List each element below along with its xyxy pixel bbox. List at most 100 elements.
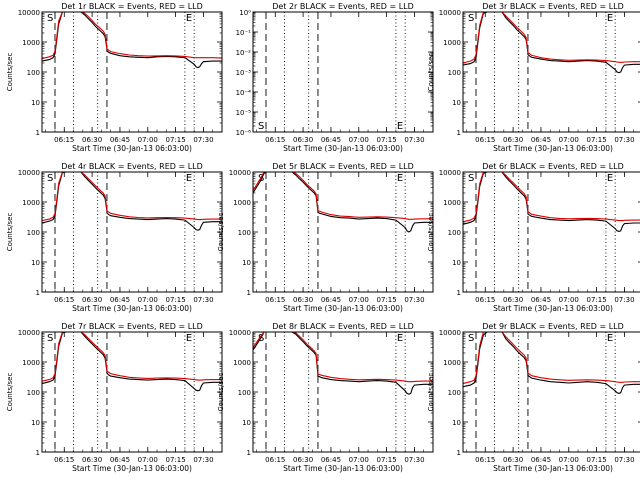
- plot-frame: [41, 331, 223, 453]
- x-tick-label: 07:15: [166, 296, 186, 304]
- y-tick-label: 1000: [22, 359, 40, 367]
- y-tick-label: 1: [247, 449, 251, 457]
- y-tick-label: 100: [448, 389, 461, 397]
- y-axis-label: Counts/sec: [6, 213, 14, 252]
- y-tick-label: 10⁻⁴: [236, 89, 252, 97]
- time-marker-label: E: [607, 333, 613, 344]
- y-tick-label: 10: [31, 259, 40, 267]
- time-marker-label: E: [607, 13, 613, 24]
- panel-title: Det 1r BLACK = Events, RED = LLD: [61, 2, 203, 11]
- plot-frame: [462, 171, 640, 293]
- x-tick-label: 06:45: [321, 296, 341, 304]
- x-tick-label: 07:15: [166, 456, 186, 464]
- det-4r-panel: Det 4r BLACK = Events, RED = LLD 1 10 100 10…: [6, 162, 223, 313]
- x-tick-label: 06:45: [531, 456, 551, 464]
- panel-title: Det 3r BLACK = Events, RED = LLD: [482, 2, 624, 11]
- det-3r-panel: Det 3r BLACK = Events, RED = LLD 1 10 100 10…: [427, 2, 640, 153]
- plot-frame: [252, 331, 434, 453]
- time-marker-label: S: [468, 173, 474, 184]
- x-tick-label: 06:15: [265, 296, 285, 304]
- panel-title: Det 2r BLACK = Events, RED = LLD: [272, 2, 414, 11]
- y-tick-label: 1000: [443, 359, 461, 367]
- x-tick-label: 06:30: [293, 136, 313, 144]
- y-tick-label: 10000: [18, 169, 40, 177]
- x-tick-label: 06:15: [54, 456, 74, 464]
- panel-title: Det 6r BLACK = Events, RED = LLD: [482, 162, 624, 171]
- y-tick-label: 10: [452, 99, 461, 107]
- y-tick-label: 10: [242, 419, 251, 427]
- det-2r-panel: Det 2r BLACK = Events, RED = LLD 10⁻⁶ 10⁻⁵…: [236, 2, 434, 153]
- x-tick-label: 06:30: [82, 136, 102, 144]
- x-tick-label: 06:30: [82, 456, 102, 464]
- x-tick-label: 06:30: [293, 456, 313, 464]
- x-tick-label: 07:00: [138, 456, 158, 464]
- x-axis-label: Start Time (30-Jan-13 06:03:00): [493, 464, 613, 473]
- y-tick-label: 1000: [22, 199, 40, 207]
- x-tick-label: 06:15: [54, 296, 74, 304]
- y-axis-label: Counts/sec: [6, 373, 14, 412]
- det-1r-panel: Det 1r BLACK = Events, RED = LLD 1 10 100 10…: [6, 2, 223, 153]
- x-tick-label: 07:30: [193, 296, 213, 304]
- series-lld-line: [463, 12, 640, 64]
- y-tick-label: 1: [457, 129, 461, 137]
- y-tick-label: 1000: [233, 199, 251, 207]
- x-tick-label: 07:15: [166, 136, 186, 144]
- y-tick-label: 10000: [439, 329, 461, 337]
- x-axis-label: Start Time (30-Jan-13 06:03:00): [283, 304, 403, 313]
- det-8r-panel: Det 8r BLACK = Events, RED = LLD 1 10 100 10…: [217, 322, 434, 473]
- y-tick-label: 10: [242, 259, 251, 267]
- x-tick-label: 06:30: [82, 296, 102, 304]
- x-tick-label: 07:15: [587, 456, 607, 464]
- y-axis-label: Counts/sec: [427, 213, 435, 252]
- y-tick-label: 10: [452, 259, 461, 267]
- y-tick-label: 100: [27, 389, 40, 397]
- time-marker-label: S: [258, 121, 264, 132]
- y-tick-label: 1000: [22, 39, 40, 47]
- y-tick-label: 1: [457, 289, 461, 297]
- x-tick-label: 07:30: [404, 136, 424, 144]
- time-marker-label: S: [47, 13, 53, 24]
- y-tick-label: 10000: [439, 169, 461, 177]
- x-tick-label: 07:00: [349, 136, 369, 144]
- y-tick-label: 100: [448, 229, 461, 237]
- y-tick-label: 10000: [18, 9, 40, 17]
- x-axis-label: Start Time (30-Jan-13 06:03:00): [283, 464, 403, 473]
- plot-frame: [462, 11, 640, 133]
- x-tick-label: 06:45: [110, 136, 130, 144]
- y-tick-label: 1000: [443, 199, 461, 207]
- y-axis-label: Counts/sec: [217, 213, 225, 252]
- x-tick-label: 06:15: [475, 136, 495, 144]
- x-tick-label: 06:15: [475, 456, 495, 464]
- plot-frame: [462, 331, 640, 453]
- y-tick-label: 10⁻¹: [236, 29, 252, 37]
- y-tick-label: 1000: [233, 359, 251, 367]
- x-tick-label: 06:30: [503, 296, 523, 304]
- y-tick-label: 10: [31, 99, 40, 107]
- y-axis-label: Counts/sec: [217, 373, 225, 412]
- series-lld-line: [463, 332, 640, 385]
- plot-frame: [41, 11, 223, 133]
- plot-frame: [252, 171, 434, 293]
- time-marker-label: E: [186, 13, 192, 24]
- panel-title: Det 5r BLACK = Events, RED = LLD: [272, 162, 414, 171]
- time-marker-label: E: [397, 333, 403, 344]
- y-tick-label: 10⁻³: [236, 69, 252, 77]
- plot-frame: [41, 171, 223, 293]
- x-tick-label: 07:15: [587, 296, 607, 304]
- x-tick-label: 07:15: [377, 456, 397, 464]
- x-tick-label: 06:15: [54, 136, 74, 144]
- x-axis-label: Start Time (30-Jan-13 06:03:00): [72, 144, 192, 153]
- y-tick-label: 10⁻²: [236, 49, 252, 57]
- series-events-line: [463, 12, 640, 74]
- y-tick-label: 10000: [18, 329, 40, 337]
- x-tick-label: 06:45: [531, 136, 551, 144]
- series-events-line: [463, 332, 640, 394]
- panel-title: Det 7r BLACK = Events, RED = LLD: [61, 322, 203, 331]
- x-tick-label: 07:15: [377, 136, 397, 144]
- y-tick-label: 1: [36, 289, 40, 297]
- y-tick-label: 10: [452, 419, 461, 427]
- y-tick-label: 1: [457, 449, 461, 457]
- x-tick-label: 07:00: [349, 296, 369, 304]
- x-tick-label: 07:00: [559, 456, 579, 464]
